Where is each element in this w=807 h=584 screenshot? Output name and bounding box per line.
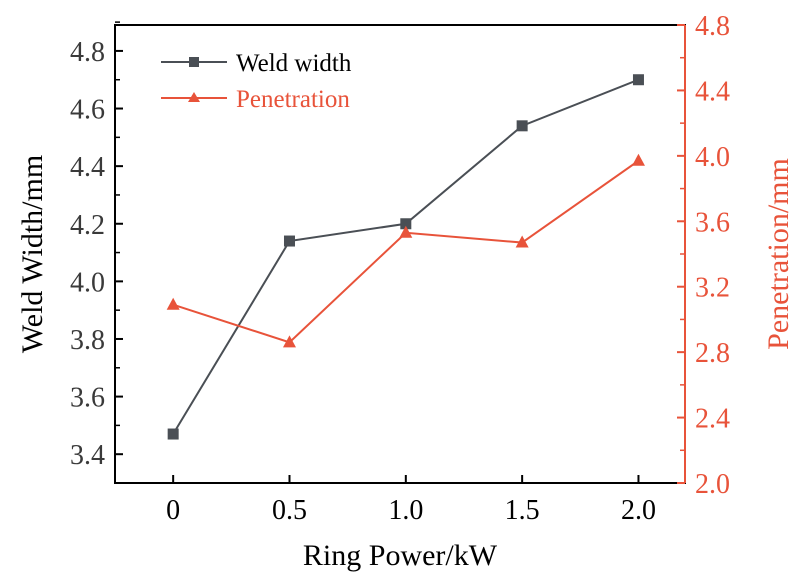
y-left-tick-label: 4.6	[70, 95, 105, 126]
data-point-triangle	[282, 335, 296, 348]
series-line-penetration	[172, 159, 640, 344]
y-right-tick-label: 4.0	[695, 142, 730, 173]
y-left-tick-label: 3.4	[70, 440, 105, 471]
x-tick-label: 0	[166, 495, 180, 526]
y-left-tick-label: 3.8	[70, 325, 105, 356]
legend-square-marker-icon	[189, 57, 199, 67]
data-point-square	[167, 428, 179, 440]
x-axis-label: Ring Power/kW	[303, 539, 498, 572]
data-point-triangle	[399, 225, 413, 238]
y-left-tick-label: 4.2	[70, 210, 105, 241]
y-right-tick-label: 2.4	[695, 404, 730, 435]
x-tick-label: 1.5	[505, 495, 540, 526]
y-right-tick-label: 4.8	[695, 11, 730, 42]
x-tick-label: 0.5	[272, 495, 307, 526]
data-point-triangle	[515, 235, 529, 248]
y-right-tick-label: 3.6	[695, 207, 730, 238]
y-axis-right-label: Penetration/mm	[762, 158, 795, 350]
y-left-tick-label: 3.6	[70, 383, 105, 414]
y-left-tick-label: 4.4	[70, 152, 105, 183]
y-right-tick-label: 3.2	[695, 273, 730, 304]
legend-label-penetration: Penetration	[236, 86, 350, 113]
data-point-triangle	[631, 153, 645, 166]
series-line-weld-width	[172, 78, 639, 435]
y-right-tick-label: 2.0	[695, 469, 730, 500]
legend-triangle-marker-icon	[188, 92, 200, 102]
legend-label-weld: Weld width	[236, 50, 352, 77]
data-point-square	[283, 235, 295, 247]
legend: Weld width Penetration	[161, 50, 352, 113]
y-axis-left-label: Weld Width/mm	[16, 155, 49, 353]
data-point-square	[516, 120, 528, 132]
data-point-triangle	[166, 297, 180, 310]
x-tick-label: 1.0	[388, 495, 423, 526]
x-tick-label: 2.0	[621, 495, 656, 526]
y-right-tick-label: 2.8	[695, 338, 730, 369]
y-left-tick-label: 4.0	[70, 267, 105, 298]
data-point-square	[632, 74, 644, 86]
plot-frame	[114, 24, 686, 484]
y-left-tick-label: 4.8	[70, 37, 105, 68]
data-point-square	[400, 218, 412, 230]
y-right-tick-label: 4.4	[695, 76, 730, 107]
